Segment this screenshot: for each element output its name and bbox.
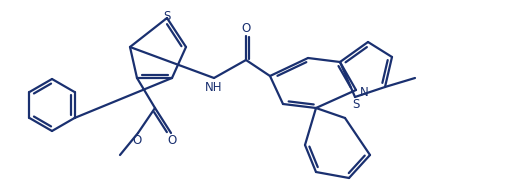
Text: S: S	[352, 98, 360, 111]
Text: O: O	[241, 22, 250, 35]
Text: O: O	[132, 134, 141, 147]
Text: NH: NH	[205, 81, 223, 94]
Text: S: S	[163, 10, 171, 24]
Text: N: N	[360, 85, 369, 98]
Text: O: O	[167, 134, 177, 147]
